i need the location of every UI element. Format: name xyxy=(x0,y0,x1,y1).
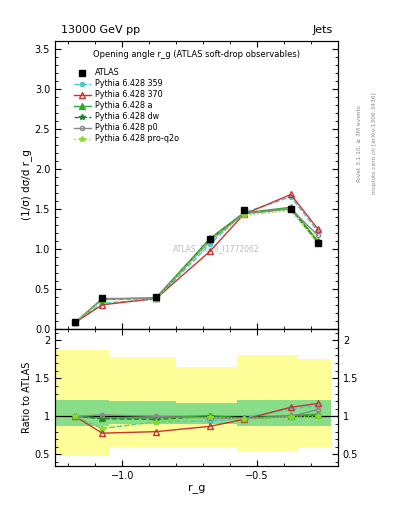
Pythia 6.428 a xyxy=(241,210,246,216)
Pythia 6.428 359 xyxy=(154,296,158,302)
Pythia 6.428 a xyxy=(316,238,320,244)
Pythia 6.428 370 xyxy=(316,226,320,232)
Pythia 6.428 p0 xyxy=(208,238,212,244)
Line: Pythia 6.428 a: Pythia 6.428 a xyxy=(72,204,321,325)
Pythia 6.428 359 xyxy=(241,210,246,216)
Pythia 6.428 a xyxy=(288,204,293,210)
Text: Jets: Jets xyxy=(312,25,332,35)
Pythia 6.428 a xyxy=(73,319,77,326)
Line: Pythia 6.428 dw: Pythia 6.428 dw xyxy=(72,206,321,325)
Pythia 6.428 359 xyxy=(288,194,293,200)
Line: Pythia 6.428 359: Pythia 6.428 359 xyxy=(73,195,320,325)
Pythia 6.428 370 xyxy=(208,248,212,254)
Line: ATLAS: ATLAS xyxy=(72,206,321,326)
Pythia 6.428 p0 xyxy=(241,210,246,217)
Pythia 6.428 a xyxy=(154,294,158,301)
ATLAS xyxy=(208,236,212,242)
Line: Pythia 6.428 370: Pythia 6.428 370 xyxy=(72,191,321,325)
Pythia 6.428 dw xyxy=(241,210,246,217)
Pythia 6.428 a xyxy=(208,236,212,242)
Pythia 6.428 370 xyxy=(154,295,158,302)
Pythia 6.428 pro-q2o xyxy=(73,319,77,326)
Y-axis label: (1/σ) dσ/d r_g: (1/σ) dσ/d r_g xyxy=(21,150,32,220)
Pythia 6.428 p0 xyxy=(154,295,158,302)
ATLAS xyxy=(73,319,77,326)
Y-axis label: Ratio to ATLAS: Ratio to ATLAS xyxy=(22,361,32,433)
Pythia 6.428 pro-q2o xyxy=(316,240,320,246)
ATLAS xyxy=(288,206,293,212)
Text: ATLAS_2019_I1772062: ATLAS_2019_I1772062 xyxy=(173,244,260,253)
Pythia 6.428 pro-q2o xyxy=(241,212,246,218)
Line: Pythia 6.428 p0: Pythia 6.428 p0 xyxy=(73,207,320,325)
Pythia 6.428 359 xyxy=(73,319,77,326)
Legend: ATLAS, Pythia 6.428 359, Pythia 6.428 370, Pythia 6.428 a, Pythia 6.428 dw, Pyth: ATLAS, Pythia 6.428 359, Pythia 6.428 37… xyxy=(70,65,182,146)
Pythia 6.428 370 xyxy=(241,211,246,218)
Pythia 6.428 dw xyxy=(73,319,77,326)
Pythia 6.428 dw xyxy=(316,240,320,246)
ATLAS xyxy=(316,240,320,246)
Text: 13000 GeV pp: 13000 GeV pp xyxy=(61,25,140,35)
Pythia 6.428 pro-q2o xyxy=(154,296,158,302)
Pythia 6.428 p0 xyxy=(316,232,320,239)
Pythia 6.428 370 xyxy=(100,302,105,308)
Pythia 6.428 dw xyxy=(154,295,158,302)
Pythia 6.428 359 xyxy=(316,228,320,234)
Pythia 6.428 pro-q2o xyxy=(288,207,293,214)
ATLAS xyxy=(100,295,105,302)
Line: Pythia 6.428 pro-q2o: Pythia 6.428 pro-q2o xyxy=(72,208,321,325)
Pythia 6.428 dw xyxy=(288,206,293,212)
Text: Rivet 3.1.10, ≥ 3M events: Rivet 3.1.10, ≥ 3M events xyxy=(357,105,362,182)
Text: Opening angle r_g (ATLAS soft-drop observables): Opening angle r_g (ATLAS soft-drop obser… xyxy=(93,50,300,58)
X-axis label: r_g: r_g xyxy=(188,483,205,494)
Pythia 6.428 dw xyxy=(100,296,105,302)
Pythia 6.428 370 xyxy=(288,191,293,198)
Pythia 6.428 359 xyxy=(208,241,212,247)
Pythia 6.428 p0 xyxy=(73,319,77,326)
ATLAS xyxy=(241,207,246,214)
Pythia 6.428 pro-q2o xyxy=(100,297,105,303)
Pythia 6.428 359 xyxy=(100,300,105,306)
Pythia 6.428 p0 xyxy=(288,206,293,212)
Pythia 6.428 a xyxy=(100,296,105,302)
Pythia 6.428 370 xyxy=(73,319,77,326)
Pythia 6.428 pro-q2o xyxy=(208,237,212,243)
Pythia 6.428 dw xyxy=(208,236,212,242)
Pythia 6.428 p0 xyxy=(100,295,105,302)
ATLAS xyxy=(154,294,158,300)
Text: mcplots.cern.ch [arXiv:1306.3436]: mcplots.cern.ch [arXiv:1306.3436] xyxy=(372,93,376,194)
